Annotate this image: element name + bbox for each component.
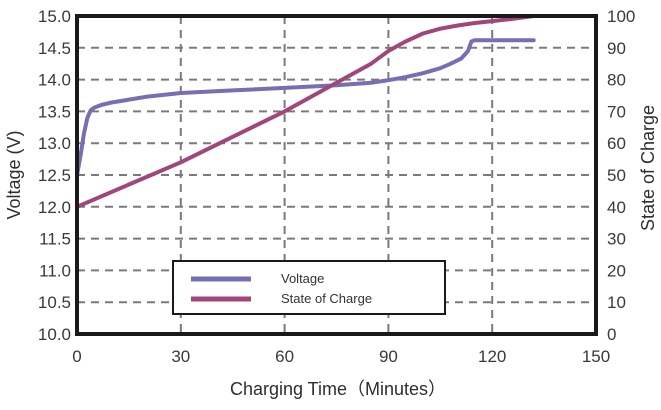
voltage-line	[75, 38, 536, 177]
x-tick-label: 120	[478, 347, 506, 366]
x-tick-label: 30	[171, 347, 190, 366]
y-left-tick-label: 12.0	[38, 198, 71, 217]
y-axis-right-ticks: 0 10 20 30 40 50 60 70 80 90 100	[607, 7, 635, 344]
x-tick-label: 0	[72, 347, 81, 366]
y-left-tick-label: 10.5	[38, 293, 71, 312]
y-left-tick-label: 13.5	[38, 102, 71, 121]
y-left-tick-label: 13.0	[38, 134, 71, 153]
y-left-tick-label: 14.0	[38, 71, 71, 90]
legend-label-state-of-charge: State of Charge	[281, 291, 372, 306]
y-right-tick-label: 80	[607, 71, 626, 90]
legend-box	[172, 260, 446, 315]
y-axis-left-ticks: 10.0 10.5 11.0 11.5 12.0 12.5 13.0 13.5 14.0 14.5…	[38, 7, 71, 344]
y-left-tick-label: 11.5	[39, 230, 71, 249]
y-right-tick-label: 70	[607, 102, 626, 121]
y-right-tick-label: 10	[607, 293, 626, 312]
y-right-tick-label: 90	[607, 39, 626, 58]
x-tick-label: 150	[582, 347, 610, 366]
legend-label-voltage: Voltage	[281, 271, 324, 286]
x-axis-title: Charging Time（Minutes）	[230, 379, 446, 399]
x-tick-label: 90	[379, 347, 398, 366]
y-right-tick-label: 50	[607, 166, 626, 185]
y-right-tick-label: 100	[607, 7, 635, 26]
legend: Voltage State of Charge	[172, 260, 446, 315]
y-right-tick-label: 20	[607, 261, 626, 280]
y-left-tick-label: 15.0	[38, 7, 71, 26]
series-layer	[75, 14, 536, 209]
legend-item-state-of-charge: State of Charge	[191, 291, 372, 306]
x-tick-label: 60	[275, 347, 294, 366]
y-right-tick-label: 30	[607, 230, 626, 249]
y-left-tick-label: 10.0	[38, 325, 71, 344]
plot-frame	[75, 14, 598, 336]
y-left-tick-label: 12.5	[38, 166, 71, 185]
y-right-tick-label: 0	[607, 325, 616, 344]
y-right-tick-label: 60	[607, 134, 626, 153]
y-axis-left-title: Voltage (V)	[4, 130, 24, 219]
legend-item-voltage: Voltage	[191, 271, 324, 286]
x-axis-ticks: 0 30 60 90 120 150	[72, 347, 610, 366]
y-left-tick-label: 11.0	[39, 261, 71, 280]
y-left-tick-label: 14.5	[38, 39, 71, 58]
y-right-tick-label: 40	[607, 198, 626, 217]
state-of-charge-line	[75, 14, 536, 209]
y-axis-right-title: State of Charge	[638, 105, 658, 231]
